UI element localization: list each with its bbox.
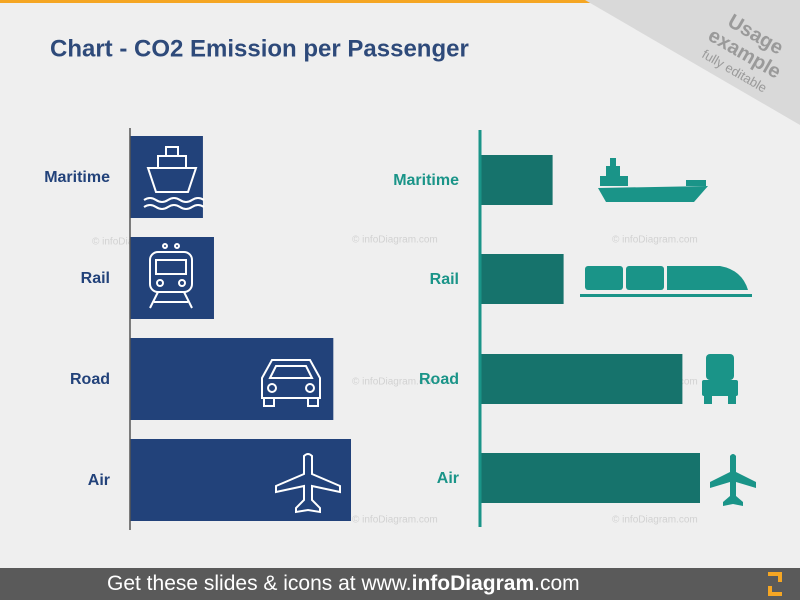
watermark: © infoDiagram.com: [612, 235, 698, 246]
badge-corner: [585, 0, 800, 125]
watermark: © infoDiagram.com: [352, 377, 438, 388]
watermark: © infoDiagram.com: [352, 515, 438, 526]
category-label: Maritime: [44, 169, 110, 186]
plane-icon: [275, 453, 341, 514]
bar: [480, 254, 564, 304]
watermark: © infoDiagram.com: [612, 515, 698, 526]
train-icon: [149, 243, 193, 309]
bar: [130, 439, 351, 521]
bar: [480, 155, 553, 205]
category-label: Rail: [430, 271, 459, 288]
car-icon: [261, 359, 321, 407]
ship-silhouette: [598, 158, 708, 202]
footer-bar: [0, 568, 800, 600]
footer-logo: [768, 572, 782, 596]
plane-silhouette: [710, 454, 756, 506]
ship-icon: [143, 146, 205, 210]
footer-suffix: .com: [534, 572, 580, 595]
footer-prefix: Get these slides & icons at www.: [107, 572, 412, 595]
top-accent: [0, 0, 640, 3]
category-label: Air: [88, 472, 110, 489]
bar: [130, 237, 214, 319]
category-label: Air: [437, 470, 459, 487]
bar: [480, 453, 700, 503]
bar: [480, 354, 683, 404]
footer-brand: infoDiagram: [412, 572, 535, 595]
category-label: Maritime: [393, 172, 459, 189]
watermark: © infoDiagram.com: [352, 235, 438, 246]
train-silhouette: [580, 266, 752, 297]
category-label: Road: [419, 371, 459, 388]
truck-silhouette: [702, 354, 738, 404]
footer-text: Get these slides & icons at www.infoDiag…: [107, 572, 580, 595]
category-label: Rail: [81, 270, 110, 287]
category-label: Road: [70, 371, 110, 388]
title: Chart - CO2 Emission per Passenger: [50, 35, 469, 62]
